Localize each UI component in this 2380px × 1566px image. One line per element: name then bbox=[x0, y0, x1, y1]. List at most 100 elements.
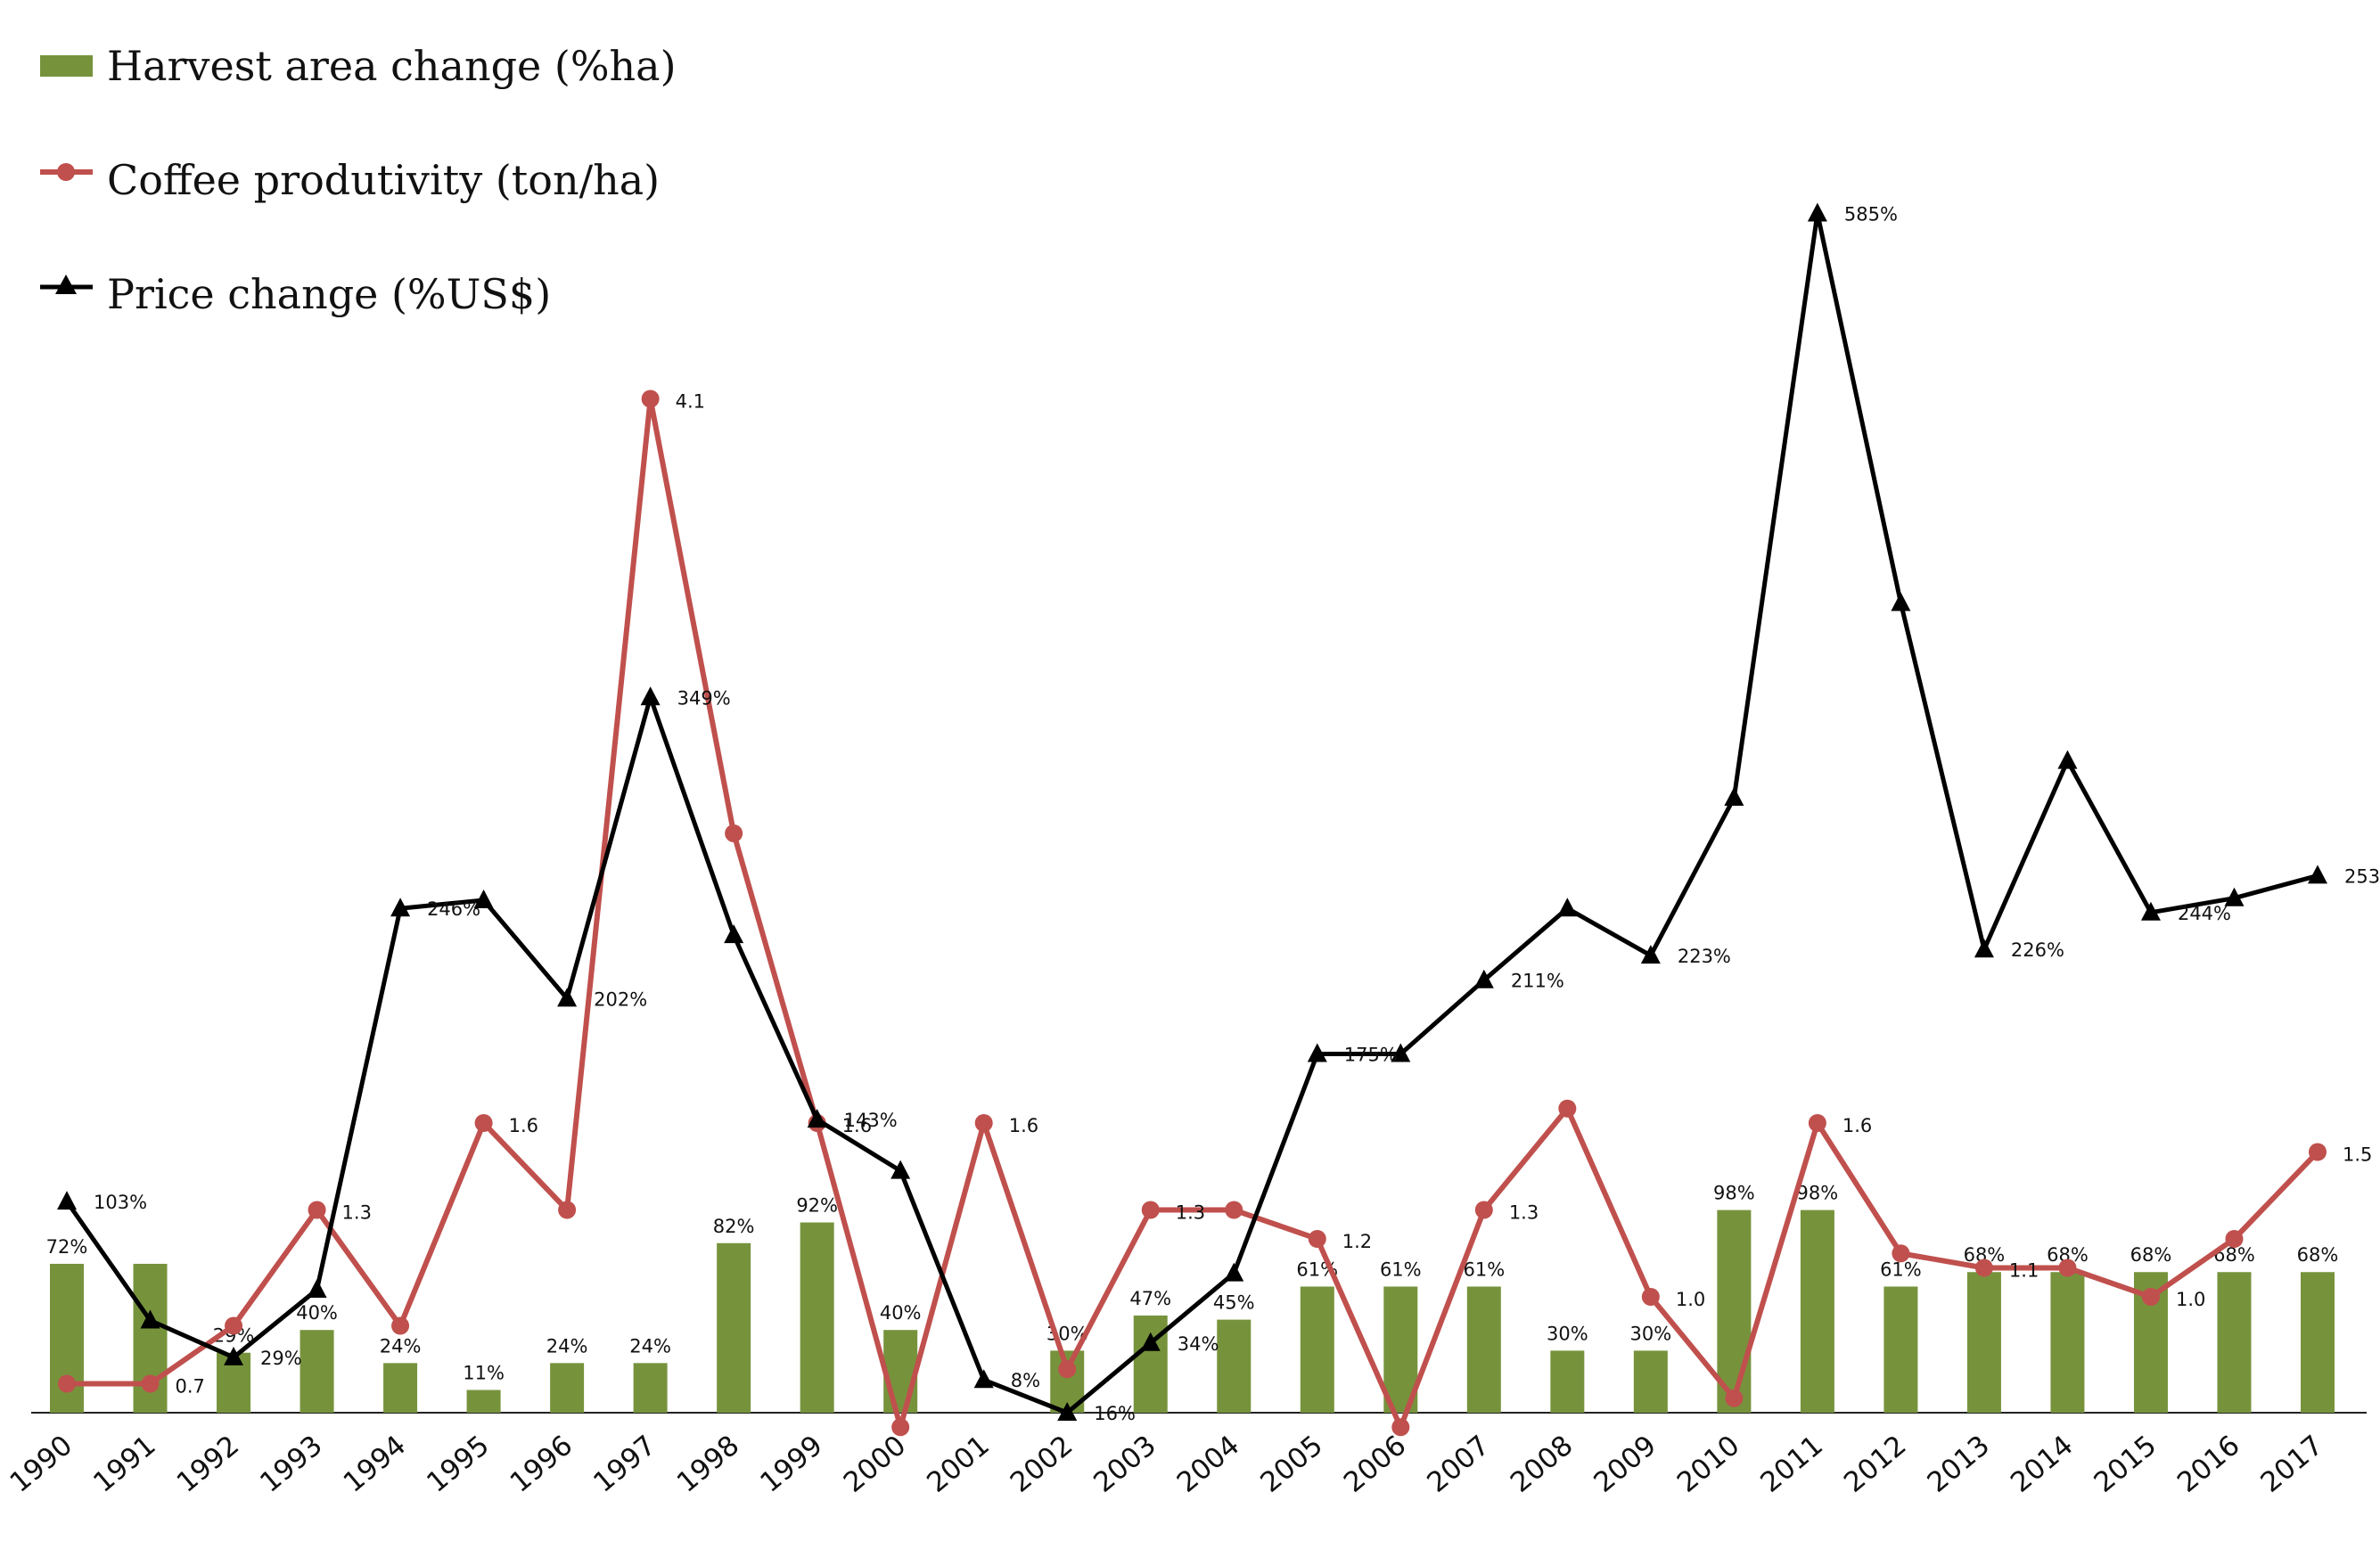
productivity-point-2011 bbox=[1808, 1114, 1826, 1132]
bar-label-2017: 68% bbox=[2297, 1244, 2339, 1266]
bar-1996 bbox=[550, 1363, 585, 1413]
price-point-1992 bbox=[224, 1346, 244, 1365]
bar-label-2012: 61% bbox=[1880, 1259, 1922, 1280]
price-point-1998 bbox=[724, 924, 744, 944]
bar-1999 bbox=[800, 1222, 834, 1413]
bar-2007 bbox=[1466, 1286, 1501, 1413]
price-point-2007 bbox=[1473, 969, 1494, 988]
x-tick-1990: 1990 bbox=[4, 1430, 79, 1499]
price-label-2005: 175% bbox=[1344, 1045, 1398, 1066]
x-tick-2006: 2006 bbox=[1338, 1430, 1413, 1499]
x-tick-2012: 2012 bbox=[1838, 1430, 1913, 1499]
bar-2010 bbox=[1717, 1209, 1752, 1413]
price-point-2006 bbox=[1391, 1043, 1411, 1062]
bar-2014 bbox=[2050, 1272, 2085, 1413]
x-tick-1996: 1996 bbox=[505, 1430, 579, 1499]
price-point-2002 bbox=[1057, 1402, 1078, 1421]
bar-labels: 72% 29% 40% 24% 11% 24% 24% 82% 92% 40% 30% 47% 45% 6… bbox=[46, 1183, 2339, 1384]
price-label-1997: 349% bbox=[677, 687, 731, 709]
legend-item-coffee-productivity: Coffee produtivity (ton/ha) bbox=[40, 156, 660, 204]
price-point-1991 bbox=[140, 1309, 160, 1329]
price-label-1994: 246% bbox=[427, 898, 480, 920]
productivity-point-2008 bbox=[1558, 1099, 1577, 1118]
x-tick-2016: 2016 bbox=[2171, 1430, 2246, 1499]
bar-label-1999: 92% bbox=[796, 1195, 838, 1217]
productivity-label-2017: 1.5 bbox=[2343, 1144, 2372, 1166]
price-point-2000 bbox=[890, 1160, 911, 1179]
productivity-point-1995 bbox=[474, 1114, 493, 1132]
price-point-2003 bbox=[1140, 1332, 1161, 1351]
legend-item-harvest-area: Harvest area change (%ha) bbox=[40, 42, 677, 90]
productivity-point-2002 bbox=[1058, 1360, 1077, 1379]
price-point-2009 bbox=[1640, 945, 1661, 964]
productivity-point-1996 bbox=[558, 1201, 577, 1219]
productivity-point-1990 bbox=[58, 1374, 76, 1393]
bar-2009 bbox=[1633, 1350, 1668, 1413]
productivity-point-2005 bbox=[1308, 1230, 1326, 1248]
price-label-2015: 244% bbox=[2178, 903, 2231, 924]
x-tick-2000: 2000 bbox=[838, 1430, 913, 1499]
price-point-2004 bbox=[1224, 1262, 1244, 1282]
bar-1995 bbox=[466, 1390, 501, 1413]
price-labels: 103% 29% 246% 202% 349% 143% 8% 16% 34% 175% 211% 2… bbox=[94, 204, 2380, 1425]
productivity-point-2000 bbox=[891, 1418, 910, 1437]
price-point-2012 bbox=[1891, 592, 1911, 611]
x-tick-2003: 2003 bbox=[1087, 1430, 1162, 1499]
price-label-2011: 585% bbox=[1844, 204, 1898, 225]
productivity-point-1994 bbox=[391, 1316, 410, 1335]
price-label-2009: 223% bbox=[1678, 946, 1731, 967]
price-label-1990: 103% bbox=[94, 1192, 147, 1213]
x-tick-2001: 2001 bbox=[921, 1430, 996, 1499]
price-point-2005 bbox=[1307, 1043, 1327, 1062]
price-point-1993 bbox=[307, 1279, 327, 1298]
bar-label-2008: 30% bbox=[1547, 1323, 1588, 1344]
x-tick-2002: 2002 bbox=[1005, 1430, 1079, 1499]
price-point-2016 bbox=[2224, 887, 2245, 906]
bar-1998 bbox=[717, 1242, 751, 1413]
productivity-label-2011: 1.6 bbox=[1842, 1115, 1872, 1136]
legend-label-price-change: Price change (%US$) bbox=[107, 270, 551, 318]
productivity-point-1993 bbox=[308, 1201, 326, 1219]
productivity-label-1991: 0.7 bbox=[176, 1376, 205, 1398]
productivity-point-2004 bbox=[1225, 1201, 1243, 1219]
legend-circle-marker bbox=[57, 163, 75, 181]
productivity-label-2009: 1.0 bbox=[1676, 1289, 1705, 1310]
bar-2003 bbox=[1133, 1315, 1168, 1413]
x-tick-2014: 2014 bbox=[2005, 1430, 2080, 1499]
productivity-labels: 0.7 1.3 1.6 4.1 1.6 1.6 1.3 1.2 1.3 1.0 1.6 1.1 1.0 1… bbox=[176, 391, 2373, 1398]
bar-label-1997: 24% bbox=[629, 1335, 671, 1357]
productivity-label-2013: 1.1 bbox=[2009, 1260, 2039, 1282]
x-tick-2007: 2007 bbox=[1421, 1430, 1496, 1499]
bar-label-1996: 24% bbox=[546, 1335, 588, 1357]
bar-label-2004: 45% bbox=[1213, 1292, 1255, 1314]
x-tick-1994: 1994 bbox=[338, 1430, 413, 1499]
x-tick-2004: 2004 bbox=[1171, 1430, 1246, 1499]
bar-2016 bbox=[2217, 1272, 2252, 1413]
bar-2008 bbox=[1550, 1350, 1585, 1413]
productivity-point-2014 bbox=[2058, 1259, 2077, 1277]
productivity-point-2006 bbox=[1391, 1418, 1410, 1437]
productivity-point-2012 bbox=[1892, 1244, 1910, 1263]
price-label-2001: 8% bbox=[1011, 1370, 1040, 1391]
x-tick-2005: 2005 bbox=[1254, 1430, 1329, 1499]
legend-bar-swatch bbox=[40, 55, 93, 77]
productivity-point-1992 bbox=[225, 1316, 243, 1335]
bar-label-2000: 40% bbox=[880, 1302, 922, 1324]
bar-label-1990: 72% bbox=[46, 1236, 88, 1258]
price-point-2011 bbox=[1807, 202, 1827, 222]
price-point-2008 bbox=[1557, 898, 1578, 917]
bar-label-2011: 98% bbox=[1797, 1183, 1839, 1204]
price-point-2014 bbox=[2057, 750, 2078, 769]
bar-label-2006: 61% bbox=[1380, 1259, 1422, 1280]
productivity-series bbox=[58, 389, 2327, 1437]
price-point-2001 bbox=[973, 1369, 994, 1389]
bar-label-1998: 82% bbox=[713, 1216, 755, 1237]
legend-label-coffee-productivity: Coffee produtivity (ton/ha) bbox=[107, 156, 660, 204]
productivity-label-1993: 1.3 bbox=[342, 1202, 372, 1224]
x-tick-2009: 2009 bbox=[1588, 1430, 1662, 1499]
legend: Harvest area change (%ha) Coffee produti… bbox=[40, 42, 677, 318]
productivity-point-1997 bbox=[641, 389, 660, 408]
price-point-1996 bbox=[557, 988, 578, 1007]
bar-2012 bbox=[1883, 1286, 1918, 1413]
productivity-line bbox=[67, 396, 2320, 1431]
